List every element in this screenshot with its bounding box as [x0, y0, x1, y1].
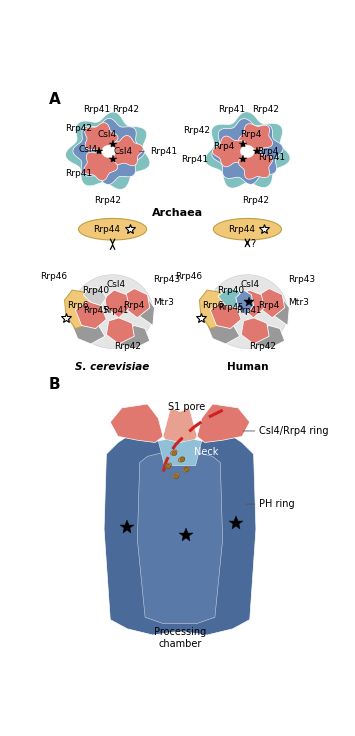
Polygon shape: [207, 275, 288, 349]
Text: Rrp4: Rrp4: [124, 301, 145, 310]
Polygon shape: [207, 319, 240, 344]
Text: PH ring: PH ring: [259, 499, 295, 509]
Text: Rrp44: Rrp44: [228, 224, 255, 234]
Polygon shape: [241, 318, 269, 344]
Text: Rrp42: Rrp42: [252, 105, 279, 114]
Text: Neck: Neck: [194, 447, 218, 457]
Text: Human: Human: [227, 361, 268, 372]
Polygon shape: [239, 124, 273, 154]
Text: Rrp40: Rrp40: [82, 286, 109, 294]
Text: A: A: [49, 92, 61, 107]
Polygon shape: [65, 290, 91, 328]
Text: Rrp42: Rrp42: [115, 342, 142, 351]
Text: Rrp42: Rrp42: [94, 196, 121, 205]
Text: Rrp41: Rrp41: [65, 169, 92, 177]
Text: Mtr3: Mtr3: [288, 298, 308, 307]
Ellipse shape: [173, 473, 179, 478]
Text: ?: ?: [251, 239, 256, 249]
Polygon shape: [84, 150, 118, 180]
Text: Csl4/Rrp4 ring: Csl4/Rrp4 ring: [259, 426, 328, 436]
Polygon shape: [197, 404, 250, 442]
Text: S. cerevisiae: S. cerevisiae: [76, 361, 150, 372]
Polygon shape: [134, 298, 154, 325]
Text: Csl4: Csl4: [98, 130, 117, 139]
Polygon shape: [65, 112, 150, 189]
Ellipse shape: [213, 219, 282, 240]
Polygon shape: [255, 325, 285, 349]
Polygon shape: [73, 118, 144, 185]
Ellipse shape: [78, 219, 147, 240]
Text: Rrp6: Rrp6: [202, 301, 223, 310]
Ellipse shape: [240, 145, 255, 158]
Text: Rrp4: Rrp4: [213, 141, 235, 151]
Text: Rrp46: Rrp46: [40, 272, 67, 281]
Polygon shape: [158, 439, 202, 466]
Ellipse shape: [170, 450, 177, 455]
Text: Rrp41: Rrp41: [218, 105, 246, 114]
Text: Rrp45: Rrp45: [218, 303, 243, 312]
Polygon shape: [75, 301, 106, 328]
Text: Archaea: Archaea: [152, 208, 203, 218]
Text: B: B: [49, 377, 61, 392]
Text: Rrp44: Rrp44: [93, 224, 120, 234]
Polygon shape: [110, 404, 163, 442]
Text: Csl4: Csl4: [79, 146, 98, 155]
Polygon shape: [200, 290, 226, 328]
Polygon shape: [120, 325, 150, 349]
Text: Processing
chamber: Processing chamber: [154, 627, 206, 649]
Text: Rrp4: Rrp4: [258, 301, 280, 310]
Polygon shape: [72, 275, 153, 349]
Polygon shape: [213, 136, 246, 167]
Polygon shape: [85, 123, 118, 153]
Polygon shape: [72, 319, 105, 344]
Text: Rrp42: Rrp42: [242, 196, 269, 205]
Polygon shape: [210, 301, 241, 328]
Text: Rrp41: Rrp41: [140, 147, 177, 156]
Text: Rrp41: Rrp41: [83, 105, 110, 114]
Polygon shape: [163, 408, 197, 442]
Text: Rrp42: Rrp42: [112, 105, 139, 114]
Text: Rrp6: Rrp6: [67, 301, 88, 310]
Polygon shape: [109, 135, 143, 166]
Polygon shape: [218, 289, 244, 308]
Text: Rrp42: Rrp42: [65, 124, 92, 133]
Text: Rrp41: Rrp41: [103, 305, 128, 314]
Text: S1 pore: S1 pore: [168, 403, 205, 412]
Text: Mtr3: Mtr3: [153, 298, 174, 307]
Text: Rrp42: Rrp42: [183, 126, 210, 135]
Text: Csl4: Csl4: [113, 147, 132, 156]
Text: Rrp46: Rrp46: [175, 272, 202, 281]
Polygon shape: [104, 435, 256, 635]
Text: Csl4: Csl4: [106, 280, 125, 289]
Ellipse shape: [165, 463, 171, 468]
Text: Rrp40: Rrp40: [217, 286, 244, 294]
Polygon shape: [212, 118, 283, 184]
Text: Rrp43: Rrp43: [153, 275, 180, 284]
Polygon shape: [205, 112, 290, 188]
Text: Rrp4: Rrp4: [241, 130, 262, 139]
Text: Rrp4: Rrp4: [257, 147, 278, 156]
Polygon shape: [122, 289, 150, 318]
Text: Rrp41: Rrp41: [258, 153, 285, 162]
Text: Rrp45: Rrp45: [83, 305, 108, 314]
Polygon shape: [269, 298, 289, 325]
Ellipse shape: [178, 457, 185, 462]
Text: Csl4: Csl4: [241, 280, 260, 289]
Text: Rrp43: Rrp43: [288, 275, 315, 284]
Polygon shape: [83, 287, 106, 305]
Polygon shape: [239, 149, 273, 179]
Polygon shape: [240, 290, 264, 318]
Polygon shape: [236, 290, 253, 316]
Ellipse shape: [102, 145, 116, 158]
Text: Rrp41: Rrp41: [181, 155, 209, 163]
Polygon shape: [137, 453, 223, 623]
Ellipse shape: [183, 467, 190, 472]
Text: Rrp42: Rrp42: [250, 342, 277, 351]
Text: Rrp41: Rrp41: [236, 305, 262, 314]
Polygon shape: [105, 290, 130, 318]
Polygon shape: [106, 318, 134, 344]
Polygon shape: [257, 289, 285, 318]
